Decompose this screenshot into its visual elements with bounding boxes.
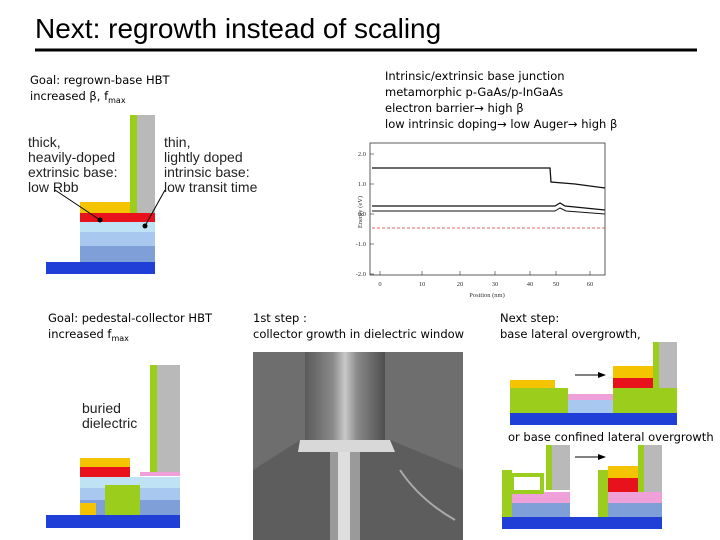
x-tick-label: 50 — [553, 281, 560, 288]
pedestal-diagram — [46, 365, 180, 528]
diagram-label: lightly doped — [164, 149, 243, 165]
diagram-label: heavily-doped — [28, 149, 115, 165]
note-text: Intrinsic/extrinsic base junction — [385, 69, 565, 83]
y-tick-label: 1.0 — [358, 181, 366, 188]
y-tick-label: 0.0 — [358, 211, 366, 218]
step-text: or base confined lateral overgrowth — [508, 430, 714, 444]
y-tick-label: -1.0 — [356, 241, 366, 248]
y-tick-label: -2.0 — [356, 271, 366, 278]
goal-text: Goal: regrown-base HBT — [30, 73, 171, 87]
y-tick-label: 2.0 — [358, 151, 366, 158]
diagram-label: thin, — [164, 134, 190, 150]
y-axis-label: Energy (eV) — [357, 196, 364, 228]
sem-image — [253, 352, 463, 540]
x-axis-label: Position (nm) — [469, 292, 505, 299]
x-tick-label: 20 — [457, 281, 464, 288]
diagram-label: thick, — [28, 134, 61, 150]
diagram-label: intrinsic base: — [164, 164, 250, 180]
goal-text: Goal: pedestal-collector HBT — [48, 311, 213, 325]
slide-title: Next: regrowth instead of scaling — [35, 13, 441, 44]
step-text: collector growth in dielectric window — [253, 327, 464, 341]
note-text: electron barrier→ high β — [385, 101, 524, 115]
x-tick-label: 10 — [419, 281, 426, 288]
note-text: metamorphic p-GaAs/p-InGaAs — [385, 85, 563, 99]
step-text: Next step: — [500, 311, 559, 325]
goal-text: increased fmax — [48, 327, 129, 343]
diagram-label: low Rbb — [28, 179, 79, 195]
note-text: low intrinsic doping→ low Auger→ high β — [385, 117, 617, 131]
hbt-diagram — [46, 115, 166, 274]
confined-diagram — [502, 445, 662, 529]
x-tick-label: 60 — [587, 281, 594, 288]
x-tick-label: 40 — [527, 281, 534, 288]
diagram-label: low transit time — [164, 179, 258, 195]
goal-text: increased β, fmax — [30, 89, 126, 105]
diagram-label: dielectric — [82, 415, 137, 431]
step-text: base lateral overgrowth, — [500, 327, 641, 341]
x-tick-label: 30 — [492, 281, 499, 288]
diagram-label: extrinsic base: — [28, 164, 117, 180]
overgrowth-diagram — [510, 342, 677, 425]
band-diagram: Position (nm) Energy (eV) 2.0 1.0 0.0 -1.0 -… — [356, 142, 606, 299]
diagram-label: buried — [82, 400, 121, 416]
step-text: 1st step : — [253, 311, 307, 325]
x-tick-label: 0 — [378, 281, 381, 288]
